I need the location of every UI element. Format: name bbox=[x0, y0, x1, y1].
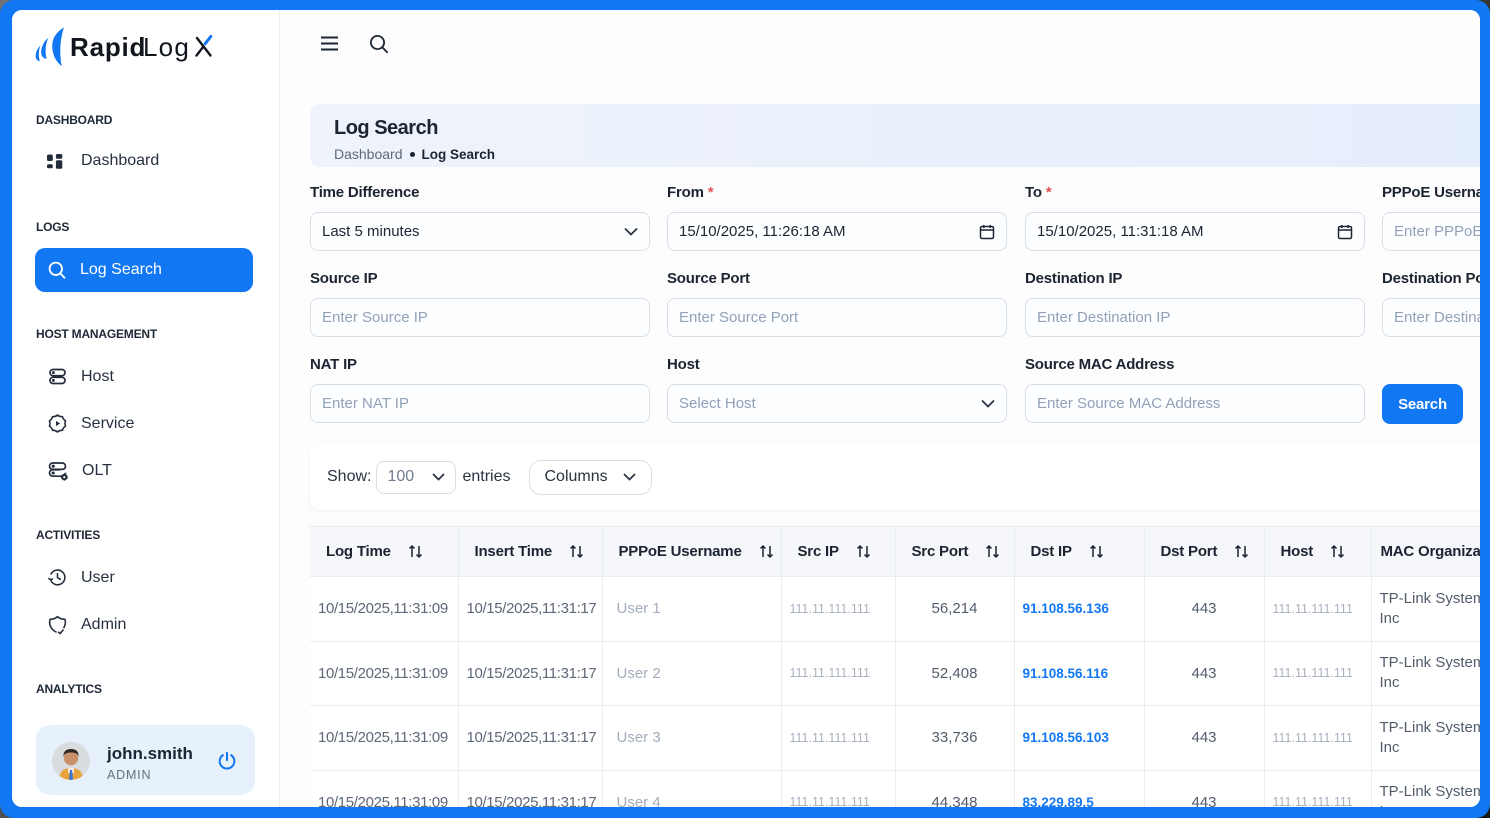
svg-text:Rapid: Rapid bbox=[70, 32, 146, 62]
svg-text:Log: Log bbox=[143, 32, 190, 62]
